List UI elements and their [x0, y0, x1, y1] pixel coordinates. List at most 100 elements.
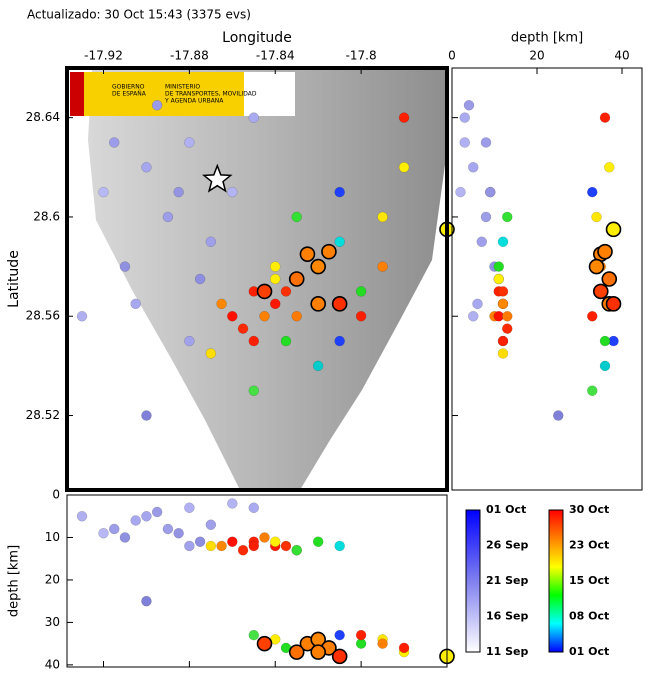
colorbar-label: 11 Sep: [486, 645, 529, 658]
event-bottom: [334, 540, 345, 552]
depth-tick-label: 30: [45, 615, 60, 629]
event-map: [269, 298, 281, 310]
event-side: [597, 243, 613, 260]
event-map: [299, 246, 316, 262]
event-bottom: [141, 510, 152, 522]
event-map: [141, 410, 152, 421]
event-map: [280, 335, 292, 347]
bottom-frame: [66, 494, 448, 668]
event-bottom: [227, 498, 238, 509]
colorbar-label: 26 Sep: [486, 539, 529, 552]
logo-band: [84, 72, 244, 116]
colorbar: [548, 509, 564, 653]
event-bottom: [377, 638, 388, 649]
event-side: [459, 137, 471, 148]
event-side: [468, 310, 479, 322]
event-side: [587, 186, 598, 198]
event-bottom: [98, 527, 109, 539]
marks: [76, 99, 622, 665]
x-tick-label: -17.84: [256, 49, 295, 63]
logo-text: Y AGENDA URBANA: [164, 98, 224, 105]
event-map: [205, 348, 217, 359]
y-tick-label: 28.64: [26, 110, 60, 124]
event-bottom: [312, 536, 324, 547]
depth-axis-label: depth [km]: [511, 31, 583, 46]
event-bottom: [76, 510, 88, 522]
colorbar-label: 01 Oct: [569, 645, 609, 658]
event-side: [472, 298, 483, 310]
colorbar-label: 16 Sep: [486, 610, 529, 623]
event-side: [601, 271, 618, 287]
colorbar: [465, 509, 481, 653]
depth-tick-label: 40: [614, 49, 629, 63]
colorbar-label: 30 Oct: [569, 503, 609, 516]
event-side: [502, 310, 513, 322]
x-tick-label: -17.92: [84, 49, 123, 63]
event-map: [237, 323, 249, 334]
event-side: [599, 335, 611, 347]
event-map: [377, 261, 388, 272]
event-bottom: [141, 595, 152, 607]
event-map: [151, 99, 163, 111]
x-tick-label: -17.8: [346, 49, 377, 63]
event-map: [291, 310, 302, 322]
event-map: [216, 298, 227, 310]
event-map: [310, 258, 326, 275]
event-side: [502, 211, 513, 223]
event-side: [553, 410, 564, 421]
depth-y-label: depth [km]: [7, 545, 22, 617]
depth-tick-label: 0: [52, 488, 60, 502]
event-side: [497, 286, 509, 297]
event-map: [280, 286, 292, 297]
logo-text: DE TRANSPORTES, MOVILIDAD: [165, 91, 257, 98]
event-bottom: [194, 536, 206, 547]
event-bottom: [108, 523, 120, 535]
event-side: [480, 211, 492, 223]
event-bottom: [205, 519, 217, 530]
event-map: [377, 211, 388, 223]
event-map: [248, 335, 260, 347]
colorbar-label: 23 Oct: [569, 539, 609, 552]
event-bottom: [248, 629, 260, 641]
event-side: [455, 186, 466, 198]
event-map: [119, 261, 131, 272]
y-tick-label: 28.56: [26, 309, 60, 323]
event-map: [269, 261, 281, 272]
depth-tick-label: 0: [448, 49, 456, 63]
depth-tick-label: 10: [45, 530, 60, 544]
event-bottom: [310, 644, 326, 660]
event-map: [334, 236, 345, 248]
event-map: [76, 310, 88, 322]
event-side: [591, 211, 602, 223]
event-map: [130, 298, 141, 310]
event-bottom: [227, 536, 238, 547]
y-axis-label: Latitude: [6, 250, 22, 308]
event-bottom: [355, 629, 367, 641]
event-side: [480, 137, 492, 148]
header: Actualizado: 30 Oct 15:43 (3375 evs): [27, 8, 251, 22]
event-bottom: [119, 532, 131, 543]
event-map: [248, 385, 260, 396]
event-side: [587, 385, 598, 396]
volcano-star: [202, 163, 233, 193]
event-side: [497, 236, 509, 248]
event-map: [331, 296, 348, 312]
event-bottom: [216, 540, 227, 552]
event-bottom: [130, 515, 141, 526]
event-side: [592, 283, 609, 300]
event-map: [256, 283, 273, 300]
event-map: [108, 137, 120, 148]
event-map: [312, 360, 324, 372]
event-bottom: [151, 506, 163, 518]
logo-text: GOBIERNO: [112, 84, 145, 91]
event-map: [288, 271, 305, 287]
relief: [88, 68, 447, 490]
event-bottom: [259, 532, 270, 543]
event-map: [321, 243, 337, 260]
event-side: [497, 348, 509, 359]
colorbar-label: 01 Oct: [486, 503, 526, 516]
event-bottom: [184, 540, 195, 552]
event-side: [605, 296, 622, 312]
map-frame: [65, 66, 449, 492]
event-side: [587, 310, 598, 322]
